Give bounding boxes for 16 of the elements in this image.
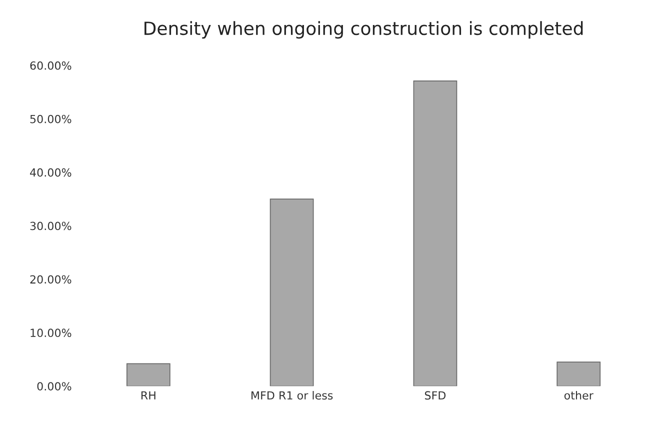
x-tick-label: other <box>564 390 594 400</box>
chart-title: Density when ongoing construction is completed <box>144 21 583 39</box>
bar <box>126 363 170 386</box>
x-tick-label: SFD <box>424 391 446 400</box>
y-tick-label: 60.00% <box>30 61 72 70</box>
bar <box>556 362 601 386</box>
y-tick-label: 10.00% <box>30 328 72 338</box>
y-tick-label: 50.00% <box>30 114 72 124</box>
y-tick-label: 20.00% <box>30 275 72 284</box>
y-tick-label: 30.00% <box>30 222 72 230</box>
bar <box>270 198 314 386</box>
x-tick-label: MFD R1 or less <box>252 390 333 400</box>
y-tick-label: 0.00% <box>37 382 72 391</box>
x-tick-label: RH <box>141 391 156 400</box>
bar <box>413 80 458 386</box>
y-tick-label: 40.00% <box>30 168 72 177</box>
